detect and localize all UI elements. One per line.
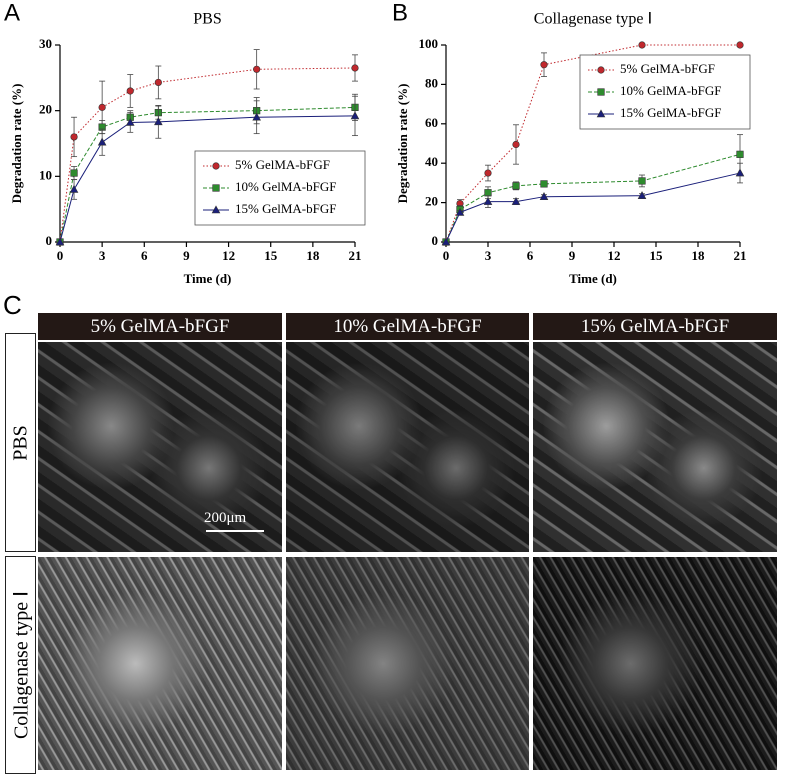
legend-label: 15% GelMA-bFGF <box>235 201 336 216</box>
sem-image <box>38 557 282 770</box>
row-label: PBS <box>9 424 31 461</box>
marker <box>511 196 521 205</box>
marker <box>350 111 360 120</box>
marker <box>637 191 647 200</box>
x-tick-label: 3 <box>485 248 492 263</box>
x-tick-label: 21 <box>349 248 362 263</box>
x-tick-label: 15 <box>264 248 278 263</box>
x-tick-label: 18 <box>306 248 320 263</box>
x-tick-label: 9 <box>183 248 190 263</box>
marker <box>125 117 135 126</box>
y-tick-label: 30 <box>39 36 52 51</box>
sem-image <box>533 557 777 770</box>
x-tick-label: 0 <box>443 248 450 263</box>
y-tick-label: 10 <box>39 167 52 182</box>
y-tick-label: 60 <box>425 115 438 130</box>
marker <box>638 177 646 185</box>
marker <box>540 61 548 69</box>
y-tick-label: 20 <box>39 102 52 117</box>
x-tick-label: 3 <box>99 248 106 263</box>
marker <box>735 168 745 177</box>
marker <box>539 192 549 200</box>
y-axis-label: Degradation rate (%) <box>9 84 24 204</box>
y-tick-label: 0 <box>46 233 53 248</box>
marker <box>154 117 163 126</box>
series-line <box>445 153 741 243</box>
legend-label: 10% GelMA-bFGF <box>620 83 721 98</box>
column-header: 15% GelMA-bFGF <box>533 313 777 340</box>
x-tick-label: 6 <box>527 248 534 263</box>
marker <box>351 64 359 72</box>
marker <box>441 237 451 246</box>
y-axis-label: Degradation rate (%) <box>395 84 410 204</box>
chart-title: PBS <box>193 11 221 28</box>
marker <box>126 87 134 95</box>
marker <box>70 133 78 141</box>
marker <box>212 184 220 192</box>
marker <box>484 169 492 177</box>
row-label-box: Collagenase type Ⅰ <box>5 556 36 774</box>
marker <box>483 196 493 205</box>
marker <box>596 109 606 118</box>
marker <box>98 103 106 111</box>
sem-image: 200μm <box>38 342 282 552</box>
column-header: 5% GelMA-bFGF <box>38 313 282 340</box>
scale-bar <box>206 530 264 532</box>
row-label: Collagenase type Ⅰ <box>10 590 32 740</box>
chart-title: Collagenase type Ⅰ <box>534 11 652 28</box>
sem-image <box>533 342 777 552</box>
x-tick-label: 6 <box>141 248 148 263</box>
legend-label: 5% GelMA-bFGF <box>620 61 715 76</box>
marker <box>484 189 492 197</box>
marker <box>540 180 548 188</box>
scale-bar-label: 200μm <box>204 510 247 526</box>
marker <box>211 205 221 214</box>
marker <box>512 140 520 149</box>
marker <box>69 184 79 193</box>
y-tick-label: 40 <box>425 154 438 169</box>
marker <box>70 169 78 177</box>
x-tick-label: 12 <box>222 248 235 263</box>
y-tick-label: 0 <box>432 233 439 248</box>
y-tick-label: 80 <box>425 75 438 90</box>
marker <box>97 137 107 146</box>
x-tick-label: 12 <box>608 248 621 263</box>
sem-image <box>286 342 529 552</box>
panel-label: A <box>4 0 20 26</box>
legend-label: 15% GelMA-bFGF <box>620 105 721 120</box>
marker <box>455 207 465 216</box>
y-tick-label: 20 <box>425 194 438 209</box>
x-tick-label: 9 <box>569 248 576 263</box>
marker <box>252 112 261 121</box>
x-axis-label: Time (d) <box>184 271 232 286</box>
column-header: 10% GelMA-bFGF <box>286 313 529 340</box>
y-tick-label: 100 <box>419 36 439 51</box>
x-axis-label: Time (d) <box>569 271 617 286</box>
legend-label: 5% GelMA-bFGF <box>235 157 330 172</box>
sem-image <box>286 557 529 770</box>
marker <box>736 41 744 49</box>
marker <box>154 78 162 87</box>
x-tick-label: 15 <box>650 248 664 263</box>
panel-label: B <box>392 0 408 26</box>
legend-label: 10% GelMA-bFGF <box>235 179 336 194</box>
x-tick-label: 21 <box>734 248 747 263</box>
marker <box>597 88 605 96</box>
row-label-box: PBS <box>5 333 36 552</box>
marker <box>512 182 520 190</box>
marker <box>638 41 646 49</box>
panel-label: C <box>3 290 22 320</box>
marker <box>736 150 744 158</box>
x-tick-label: 0 <box>57 248 64 263</box>
marker <box>55 237 65 246</box>
marker <box>597 66 605 74</box>
x-tick-label: 18 <box>692 248 706 263</box>
marker <box>212 162 220 170</box>
marker <box>253 65 261 73</box>
